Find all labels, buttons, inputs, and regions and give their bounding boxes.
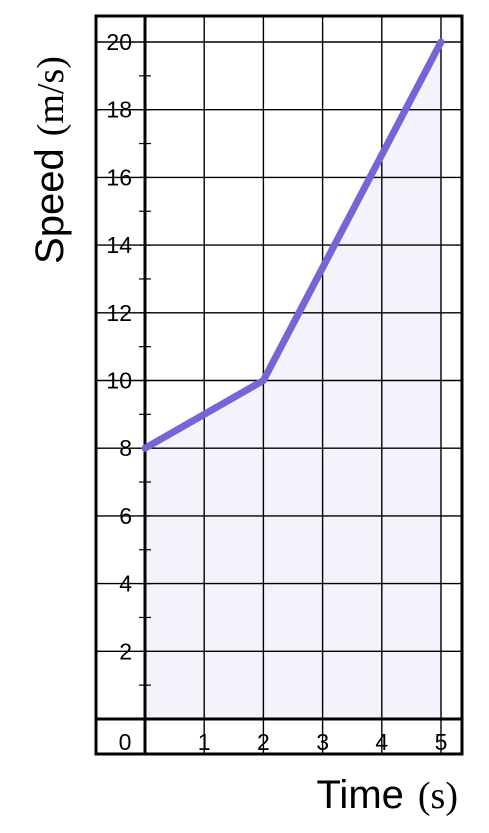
- y-tick-label: 16: [106, 164, 132, 190]
- x-tick-label: 5: [435, 729, 448, 755]
- x-tick-label: 1: [198, 729, 211, 755]
- x-axis-title-word: Time: [316, 773, 403, 817]
- x-tick-label: 4: [375, 729, 388, 755]
- speed-line: [141, 38, 445, 452]
- y-tick-label: 8: [119, 435, 132, 461]
- y-tick-label: 2: [119, 638, 132, 664]
- y-tick-label: 18: [106, 97, 132, 123]
- outer-frame: [94, 14, 464, 756]
- x-axis-title: Time (s): [316, 773, 458, 817]
- y-tick-label: 12: [106, 300, 132, 326]
- x-axis-title-unit: (s): [418, 775, 458, 817]
- y-tick-label: 10: [106, 368, 132, 394]
- plot-frame: [94, 14, 464, 756]
- x-tick-label: 2: [257, 729, 270, 755]
- y-tick-label: 20: [106, 29, 132, 55]
- origin-label: 0: [119, 729, 132, 755]
- y-axis-title-word: Speed: [28, 148, 72, 264]
- y-tick-label: 14: [106, 232, 132, 258]
- grid: [96, 16, 462, 754]
- x-tick-label: 3: [316, 729, 329, 755]
- y-axis-title-unit: (m/s): [30, 56, 72, 136]
- y-axis-title: Speed (m/s): [28, 56, 72, 264]
- y-tick-label: 4: [119, 571, 132, 597]
- y-tick-label: 6: [119, 503, 132, 529]
